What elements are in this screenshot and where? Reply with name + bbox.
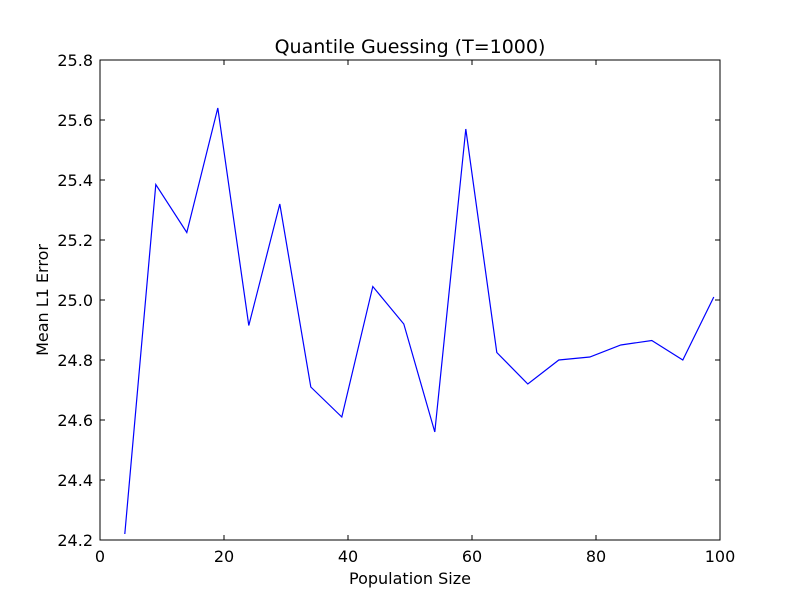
x-tick-label: 100: [705, 547, 736, 566]
x-axis-title: Population Size: [349, 569, 471, 588]
series-layer: [124, 107, 715, 535]
y-tick-label: 25.0: [57, 291, 93, 310]
y-tick-label: 24.8: [57, 351, 93, 370]
x-tick-label: 40: [338, 547, 358, 566]
x-tick-label: 60: [462, 547, 482, 566]
y-tick-label: 24.2: [57, 531, 93, 550]
y-tick-label: 24.6: [57, 411, 93, 430]
ticks-layer: 0 20 40 60 80 100 24.2 24.4 24.6 24.8 25.0 25.2 25.4…: [57, 51, 735, 566]
x-tick-label: 80: [586, 547, 606, 566]
y-tick-label: 24.4: [57, 471, 93, 490]
y-axis-title: Mean L1 Error: [33, 244, 52, 356]
y-tick-label: 25.6: [57, 111, 93, 130]
plot-frame: [99, 59, 721, 541]
x-tick-label: 20: [214, 547, 234, 566]
x-tick-label: 0: [95, 547, 105, 566]
y-tick-label: 25.4: [57, 171, 93, 190]
chart-title: Quantile Guessing (T=1000): [275, 36, 546, 58]
y-tick-label: 25.2: [57, 231, 93, 250]
series-line: [124, 107, 715, 535]
y-tick-label: 25.8: [57, 51, 93, 70]
